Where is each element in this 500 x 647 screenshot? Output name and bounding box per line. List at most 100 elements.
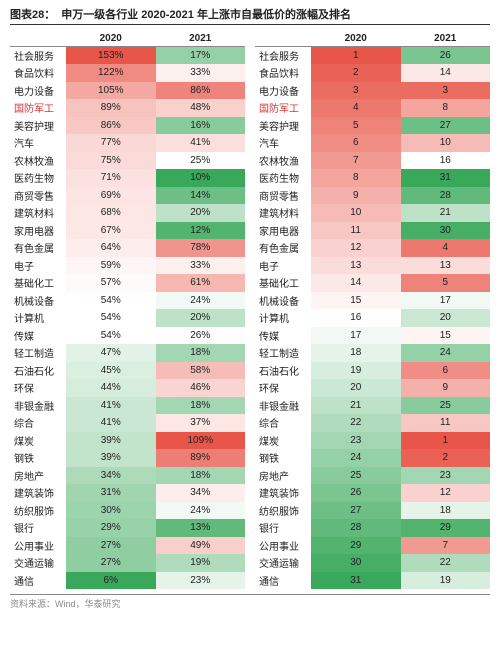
table-row: 钢铁39%89% <box>10 449 245 467</box>
rank-2020-cell: 3 <box>311 82 401 100</box>
pct-2021-cell: 89% <box>156 449 246 467</box>
rank-2021-cell: 8 <box>401 99 491 117</box>
table-row: 石油石化45%58% <box>10 362 245 380</box>
pct-header-name <box>10 31 66 47</box>
table-row: 医药生物831 <box>255 169 490 187</box>
row-name: 基础化工 <box>10 274 66 292</box>
table-row: 交通运输3022 <box>255 554 490 572</box>
pct-2020-cell: 44% <box>66 379 156 397</box>
row-name: 非银金融 <box>255 397 311 415</box>
table-row: 纺织服饰30%24% <box>10 502 245 520</box>
row-name: 家用电器 <box>255 222 311 240</box>
pct-2020-cell: 64% <box>66 239 156 257</box>
table-row: 计算机1620 <box>255 309 490 327</box>
row-name: 建筑材料 <box>255 204 311 222</box>
rank-2020-cell: 31 <box>311 572 401 590</box>
rank-2021-cell: 6 <box>401 362 491 380</box>
pct-2020-cell: 54% <box>66 292 156 310</box>
rank-2020-cell: 10 <box>311 204 401 222</box>
pct-2021-cell: 33% <box>156 257 246 275</box>
row-name: 医药生物 <box>10 169 66 187</box>
pct-2021-cell: 23% <box>156 572 246 590</box>
row-name: 电子 <box>10 257 66 275</box>
table-row: 汽车610 <box>255 134 490 152</box>
row-name: 煤炭 <box>10 432 66 450</box>
rank-2020-cell: 26 <box>311 484 401 502</box>
rank-2020-cell: 18 <box>311 344 401 362</box>
row-name: 农林牧渔 <box>255 152 311 170</box>
row-name: 食品饮料 <box>255 64 311 82</box>
rank-2020-cell: 25 <box>311 467 401 485</box>
table-row: 商贸零售69%14% <box>10 187 245 205</box>
pct-2021-cell: 49% <box>156 537 246 555</box>
pct-2020-cell: 30% <box>66 502 156 520</box>
pct-2021-cell: 13% <box>156 519 246 537</box>
pct-2020-cell: 27% <box>66 537 156 555</box>
table-row: 家用电器1130 <box>255 222 490 240</box>
table-row: 通信3119 <box>255 572 490 590</box>
rank-2021-cell: 25 <box>401 397 491 415</box>
row-name: 建筑材料 <box>10 204 66 222</box>
pct-2020-cell: 105% <box>66 82 156 100</box>
row-name: 国防军工 <box>10 99 66 117</box>
rank-2021-cell: 16 <box>401 152 491 170</box>
table-row: 电力设备33 <box>255 82 490 100</box>
table-row: 交通运输27%19% <box>10 554 245 572</box>
pct-2021-cell: 26% <box>156 327 246 345</box>
rank-2021-cell: 14 <box>401 64 491 82</box>
row-name: 轻工制造 <box>10 344 66 362</box>
row-name: 美容护理 <box>10 117 66 135</box>
pct-2021-cell: 58% <box>156 362 246 380</box>
pct-2020-cell: 31% <box>66 484 156 502</box>
row-name: 交通运输 <box>10 554 66 572</box>
pct-2020-cell: 41% <box>66 414 156 432</box>
rank-2020-cell: 14 <box>311 274 401 292</box>
pct-2021-cell: 14% <box>156 187 246 205</box>
rank-2020-cell: 13 <box>311 257 401 275</box>
rank-2021-cell: 7 <box>401 537 491 555</box>
row-name: 非银金融 <box>10 397 66 415</box>
table-row: 非银金融41%18% <box>10 397 245 415</box>
pct-2021-cell: 10% <box>156 169 246 187</box>
pct-2021-cell: 46% <box>156 379 246 397</box>
pct-2021-cell: 18% <box>156 467 246 485</box>
rank-2021-cell: 28 <box>401 187 491 205</box>
table-row: 建筑装饰31%34% <box>10 484 245 502</box>
table-row: 通信6%23% <box>10 572 245 590</box>
table-row: 传媒1715 <box>255 327 490 345</box>
chart-container: 图表28： 申万一级各行业 2020-2021 年上涨市自最低价的涨幅及排名 2… <box>0 0 500 614</box>
pct-2020-cell: 6% <box>66 572 156 590</box>
row-name: 农林牧渔 <box>10 152 66 170</box>
pct-2020-cell: 45% <box>66 362 156 380</box>
row-name: 机械设备 <box>10 292 66 310</box>
row-name: 医药生物 <box>255 169 311 187</box>
table-row: 有色金属124 <box>255 239 490 257</box>
row-name: 食品饮料 <box>10 64 66 82</box>
row-name: 综合 <box>10 414 66 432</box>
rank-2020-cell: 29 <box>311 537 401 555</box>
table-row: 综合41%37% <box>10 414 245 432</box>
rank-2021-cell: 17 <box>401 292 491 310</box>
table-row: 食品饮料122%33% <box>10 64 245 82</box>
row-name: 交通运输 <box>255 554 311 572</box>
table-row: 医药生物71%10% <box>10 169 245 187</box>
row-name: 家用电器 <box>10 222 66 240</box>
pct-2020-cell: 39% <box>66 449 156 467</box>
rank-2020-cell: 24 <box>311 449 401 467</box>
row-name: 通信 <box>10 572 66 590</box>
row-name: 纺织服饰 <box>255 502 311 520</box>
table-row: 社会服务153%17% <box>10 47 245 65</box>
table-row: 公用事业297 <box>255 537 490 555</box>
pct-header-2021: 2021 <box>156 31 246 47</box>
table-row: 计算机54%20% <box>10 309 245 327</box>
pct-2020-cell: 54% <box>66 309 156 327</box>
rank-2020-cell: 11 <box>311 222 401 240</box>
row-name: 房地产 <box>255 467 311 485</box>
rank-2021-cell: 12 <box>401 484 491 502</box>
table-row: 煤炭231 <box>255 432 490 450</box>
rank-2020-cell: 19 <box>311 362 401 380</box>
chart-number: 图表28： <box>10 6 55 22</box>
pct-2020-cell: 39% <box>66 432 156 450</box>
row-name: 银行 <box>255 519 311 537</box>
pct-2020-cell: 41% <box>66 397 156 415</box>
